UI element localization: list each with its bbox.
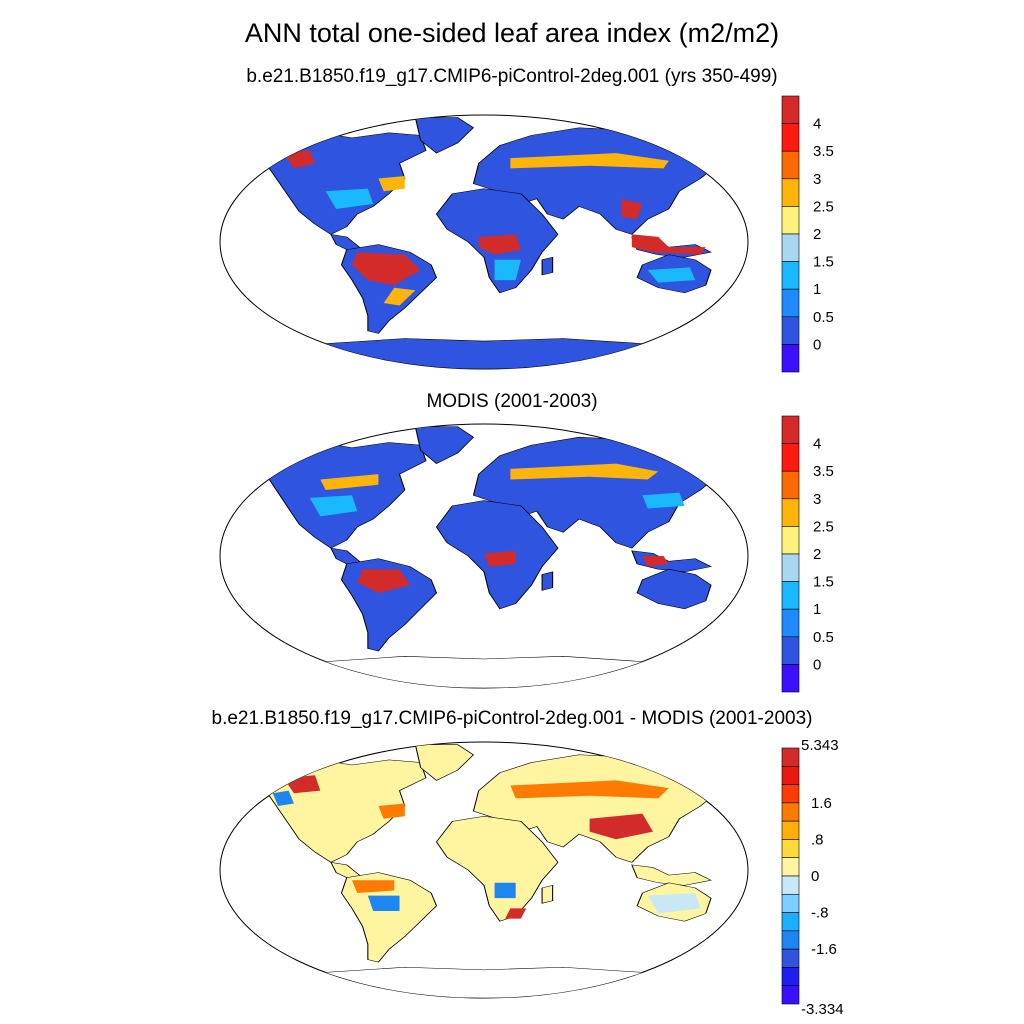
colorbar-3-box (781, 967, 800, 987)
colorbar-2-box (781, 664, 800, 693)
colorbar-1-box (781, 288, 800, 318)
colorbar-1-box (781, 123, 800, 152)
panel-1-low-lai-patches (325, 188, 696, 283)
colorbar-3-label: -3.334 (801, 1001, 844, 1018)
panel-2-high-lai-patches (357, 550, 669, 593)
panel-3-negative-diff-patches (272, 790, 516, 911)
colorbar-1-box (781, 95, 800, 124)
colorbar-2-box (781, 498, 800, 527)
colorbar-1-box (781, 344, 800, 373)
colorbar-2-box (781, 415, 800, 444)
colorbar-1-box (781, 316, 800, 345)
colorbar-1-box (781, 150, 800, 180)
colorbar-1-label: 1 (813, 281, 821, 298)
panel-1-mid-lai-patches (378, 153, 669, 306)
panel-2-subtitle: MODIS (2001-2003) (426, 391, 598, 412)
colorbar-1-label: 3.5 (813, 143, 834, 160)
colorbar-1-box (781, 178, 800, 207)
colorbar-3-box (781, 839, 800, 859)
colorbar-3-box (781, 875, 800, 895)
colorbar-3-box (781, 857, 800, 877)
colorbar-3-box (781, 930, 800, 950)
colorbar-3-box (781, 893, 800, 913)
colorbar-2-label: 0.5 (813, 629, 834, 646)
colorbar-3-box (781, 820, 800, 840)
colorbar-2-label: 1 (813, 601, 821, 618)
colorbar-2-label: 3 (813, 491, 821, 508)
colorbar-2-box (781, 581, 800, 610)
colorbar-1-label: 0 (813, 336, 821, 353)
panel-3-subtitle: b.e21.B1850.f19_g17.CMIP6-piControl-2deg… (211, 708, 813, 729)
colorbar-1-label: 2 (813, 226, 821, 243)
colorbar-2-box (781, 526, 800, 555)
colorbar-3-label: .8 (811, 831, 824, 848)
colorbar-2-box (781, 608, 800, 638)
panel-2-low-lai-patches (309, 492, 685, 517)
colorbars: 4 3.5 3 2.5 2 1.5 1 0.5 0 4 3.5 3 2.5 2 1.5 1 0.5 0 5.343 1… (781, 95, 844, 1018)
colorbar-3-label: 0 (811, 868, 819, 885)
colorbar-2-box (781, 470, 800, 500)
colorbar-1-label: 0.5 (813, 309, 834, 326)
colorbar-2-label: 0 (813, 656, 821, 673)
panel-3-small-negative-patches (647, 893, 701, 914)
page-title: ANN total one-sided leaf area index (m2/… (244, 18, 780, 48)
colorbar-3-label: 1.6 (811, 795, 832, 812)
colorbar-1-label: 4 (813, 116, 821, 133)
colorbar-2-label: 4 (813, 436, 821, 453)
colorbar-3-box (781, 985, 800, 1005)
colorbar-2-label: 2.5 (813, 518, 834, 535)
panel-2-map (219, 423, 749, 689)
colorbar-3-box (781, 784, 800, 804)
colorbar-1-box (781, 206, 800, 235)
panel-1-subtitle: b.e21.B1850.f19_g17.CMIP6-piControl-2deg… (246, 66, 778, 87)
colorbar-1-box (781, 261, 800, 290)
colorbar-2-box (781, 636, 800, 665)
colorbar-3-label: 5.343 (801, 737, 839, 754)
colorbar-1-box (781, 233, 800, 262)
colorbar-1-label: 2.5 (813, 198, 834, 215)
colorbar-1-label: 1.5 (813, 254, 834, 271)
colorbar-3-label: -1.6 (811, 941, 837, 958)
colorbar-2-label: 3.5 (813, 463, 834, 480)
colorbar-3-box (781, 747, 800, 767)
colorbar-3-label: -.8 (811, 905, 829, 922)
panel-1-map (219, 114, 749, 370)
colorbar-2-label: 2 (813, 546, 821, 563)
colorbar-3-box (781, 765, 800, 785)
colorbar-2-box (781, 443, 800, 472)
colorbar-3-box (781, 948, 800, 968)
panel-3-mid-positive-patches (352, 780, 669, 894)
colorbar-3-box (781, 802, 800, 822)
panel-3-map (219, 741, 749, 999)
colorbar-2-box (781, 553, 800, 582)
colorbar-3-box (781, 912, 800, 932)
colorbar-1-label: 3 (813, 171, 821, 188)
colorbar-2-label: 1.5 (813, 574, 834, 591)
